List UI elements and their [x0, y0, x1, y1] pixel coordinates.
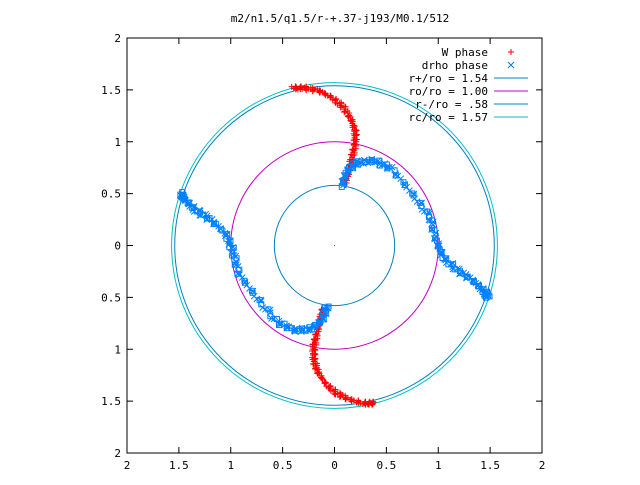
x-tick-label: 0.5	[376, 459, 396, 472]
y-tick-label: 0	[114, 240, 121, 253]
x-tick-label: 0	[331, 459, 338, 472]
drho-phase-point	[217, 226, 224, 233]
drho-phase-point	[431, 227, 438, 234]
circle-2	[273, 184, 396, 307]
x-tick-label: 2	[539, 459, 546, 472]
x-tick-label: 1.5	[480, 459, 500, 472]
w-phase-point	[350, 142, 357, 149]
series-drho-phase	[176, 155, 493, 335]
legend-label: rc/ro = 1.57	[409, 111, 488, 124]
drho-phase-point	[431, 235, 439, 243]
drho-phase-point	[219, 227, 226, 234]
w-phase-point	[369, 400, 376, 407]
drho-phase-point	[321, 304, 328, 311]
y-tick-label: 1.5	[101, 84, 121, 97]
legend-label: ro/ro = 1.00	[409, 85, 488, 98]
y-tick-label: 0.5	[101, 188, 121, 201]
drho-phase-point	[464, 273, 471, 280]
x-tick-label: 1	[435, 459, 442, 472]
legend-swatch	[507, 61, 515, 69]
w-phase-point	[307, 84, 314, 91]
drho-phase-point	[257, 297, 265, 305]
drho-phase-point	[256, 296, 263, 303]
reference-circles	[171, 82, 498, 409]
drho-phase-point	[319, 310, 326, 317]
x-tick-label: 1.5	[169, 459, 189, 472]
drho-phase-point	[179, 189, 186, 196]
w-phase-point	[318, 375, 325, 382]
legend-label: r-/ro = .58	[415, 98, 488, 111]
origin-marker	[333, 244, 336, 247]
w-phase-point	[345, 113, 352, 120]
drho-phase-point	[435, 242, 442, 249]
drho-phase-point	[362, 158, 369, 165]
x-tick-label: 0.5	[273, 459, 293, 472]
drho-phase-point	[270, 315, 278, 323]
legend-swatch	[508, 49, 514, 55]
drho-phase-point	[425, 208, 433, 216]
w-phase-point	[338, 99, 345, 106]
drho-phase-point	[401, 182, 408, 189]
y-tick-label: 0.5	[101, 291, 121, 304]
y-tick-label: 1	[114, 343, 121, 356]
drho-phase-point	[360, 156, 368, 164]
drho-phase-point	[437, 249, 445, 256]
drho-phase-point	[470, 278, 477, 285]
w-phase-point	[333, 96, 340, 103]
w-phase-point	[288, 83, 295, 90]
legend-label: drho phase	[422, 59, 488, 72]
x-tick-label: 2	[124, 459, 131, 472]
drho-phase-point	[386, 163, 393, 171]
drho-phase-point	[368, 156, 375, 163]
circle-3	[171, 82, 498, 409]
legend-label: r+/ro = 1.54	[409, 72, 489, 85]
drho-phase-point	[226, 237, 234, 245]
y-axis: 2 1.5 1 0.5 0 0.5 1 1.5 2	[101, 32, 542, 460]
x-tick-label: 1	[227, 459, 234, 472]
data-points	[176, 83, 493, 408]
w-phase-point	[342, 396, 349, 403]
series-w-phase	[288, 83, 377, 408]
y-tick-label: 2	[114, 447, 121, 460]
y-tick-label: 1	[114, 136, 121, 149]
drho-phase-point	[248, 287, 255, 294]
legend-label: W phase	[442, 46, 488, 59]
w-phase-point	[331, 390, 338, 397]
drho-phase-point	[250, 292, 258, 300]
drho-phase-point	[184, 200, 191, 207]
drho-phase-point	[275, 317, 283, 325]
w-phase-point	[322, 92, 329, 99]
chart-title: m2/n1.5/q1.5/r-+.37-j193/M0.1/512	[231, 12, 450, 25]
drho-phase-point	[486, 293, 493, 300]
drho-phase-point	[267, 313, 274, 320]
w-phase-point	[336, 394, 343, 401]
w-phase-point	[361, 400, 368, 407]
origin-marker-group	[333, 244, 336, 247]
y-tick-label: 2	[114, 32, 121, 45]
drho-phase-point	[397, 175, 405, 183]
drho-phase-point	[482, 294, 489, 301]
y-tick-label: 1.5	[101, 395, 121, 408]
w-phase-point	[310, 335, 317, 342]
drho-phase-point	[388, 163, 396, 171]
drho-phase-point	[241, 277, 248, 284]
drho-phase-point	[259, 304, 267, 312]
drho-phase-point	[177, 193, 184, 200]
drho-phase-point	[266, 309, 274, 316]
drho-phase-point	[338, 178, 346, 185]
circle-0	[174, 85, 495, 406]
x-axis: 2 1.5 1 0.5 0 0.5 1 1.5 2	[124, 38, 546, 472]
